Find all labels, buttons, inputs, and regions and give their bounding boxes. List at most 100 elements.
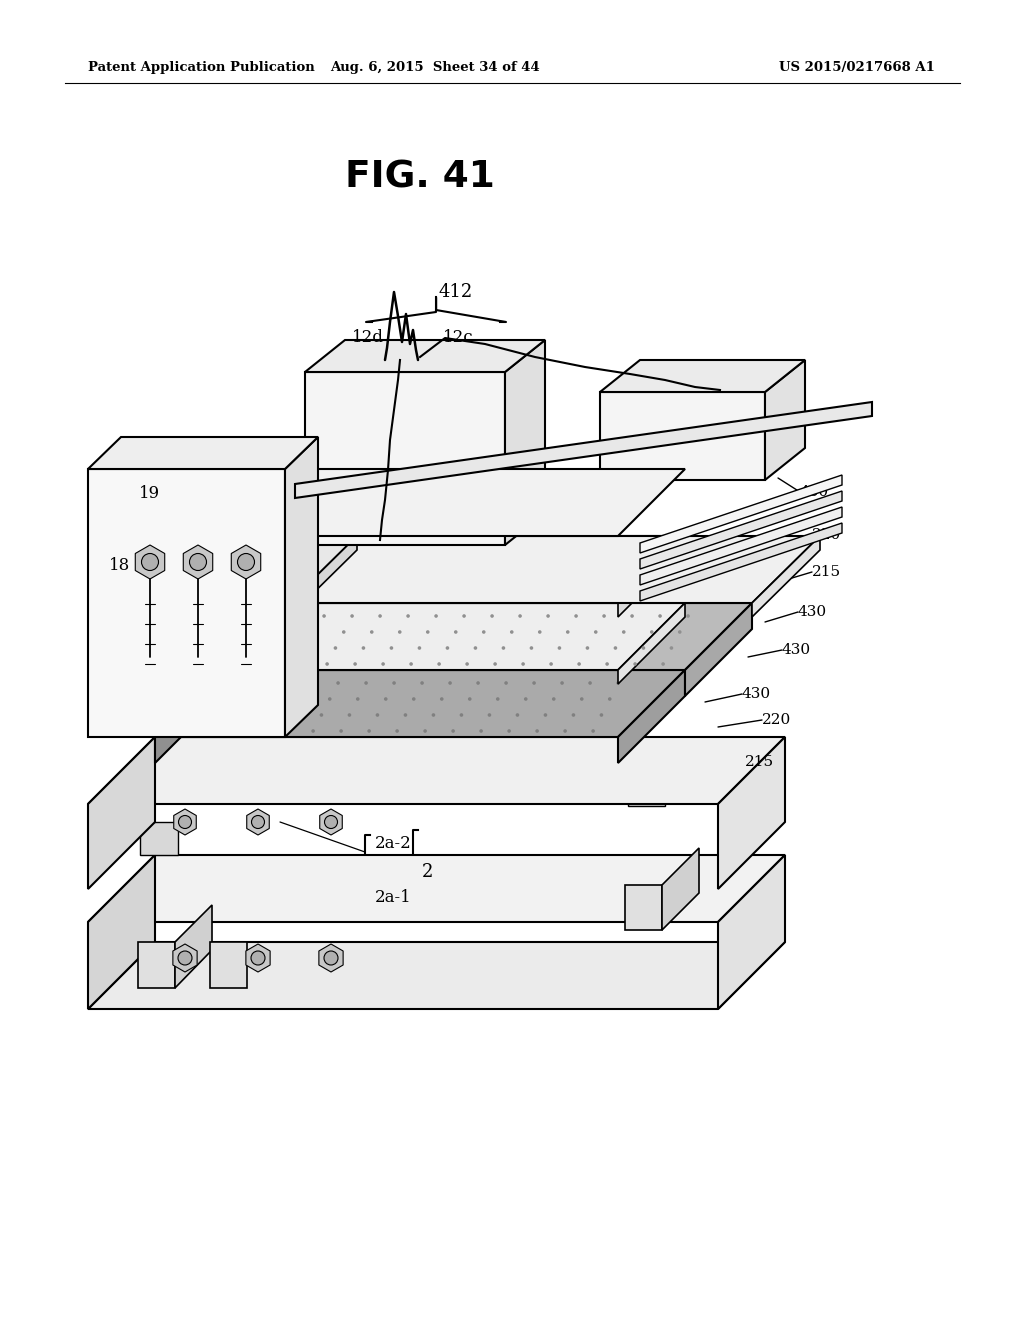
Circle shape bbox=[171, 729, 175, 733]
Circle shape bbox=[251, 950, 265, 965]
Circle shape bbox=[410, 663, 413, 665]
Circle shape bbox=[437, 663, 441, 665]
Circle shape bbox=[549, 663, 553, 665]
Text: 215: 215 bbox=[745, 755, 774, 770]
Circle shape bbox=[574, 614, 578, 618]
Circle shape bbox=[474, 647, 477, 649]
Circle shape bbox=[560, 681, 564, 685]
Polygon shape bbox=[88, 469, 285, 737]
Polygon shape bbox=[640, 491, 842, 569]
Circle shape bbox=[339, 729, 343, 733]
Circle shape bbox=[662, 663, 665, 665]
Circle shape bbox=[269, 663, 273, 665]
Text: 18: 18 bbox=[109, 557, 130, 573]
Circle shape bbox=[468, 697, 472, 701]
Circle shape bbox=[370, 630, 374, 634]
Circle shape bbox=[578, 663, 581, 665]
Circle shape bbox=[449, 681, 452, 685]
Circle shape bbox=[353, 663, 357, 665]
Circle shape bbox=[516, 713, 519, 717]
Circle shape bbox=[566, 630, 569, 634]
Circle shape bbox=[507, 729, 511, 733]
Polygon shape bbox=[135, 545, 165, 579]
Circle shape bbox=[502, 647, 505, 649]
Circle shape bbox=[586, 647, 589, 649]
Circle shape bbox=[250, 647, 253, 649]
Circle shape bbox=[311, 729, 315, 733]
Circle shape bbox=[281, 681, 284, 685]
Text: 12c: 12c bbox=[442, 330, 473, 346]
Polygon shape bbox=[175, 906, 212, 987]
Circle shape bbox=[294, 614, 298, 618]
Circle shape bbox=[378, 614, 382, 618]
Polygon shape bbox=[155, 603, 222, 684]
Circle shape bbox=[266, 614, 270, 618]
Text: 430: 430 bbox=[742, 686, 771, 701]
Text: 2a-1: 2a-1 bbox=[375, 888, 412, 906]
Circle shape bbox=[602, 614, 606, 618]
Text: 430: 430 bbox=[782, 643, 811, 657]
Polygon shape bbox=[765, 360, 805, 480]
Circle shape bbox=[292, 713, 295, 717]
Polygon shape bbox=[155, 671, 685, 737]
Polygon shape bbox=[319, 809, 342, 836]
Circle shape bbox=[588, 681, 592, 685]
Text: 430: 430 bbox=[800, 484, 829, 499]
Circle shape bbox=[365, 681, 368, 685]
Circle shape bbox=[188, 697, 191, 701]
Polygon shape bbox=[600, 392, 765, 480]
Circle shape bbox=[347, 713, 351, 717]
Circle shape bbox=[244, 697, 248, 701]
Circle shape bbox=[418, 647, 421, 649]
Polygon shape bbox=[752, 536, 820, 616]
Circle shape bbox=[227, 729, 231, 733]
Circle shape bbox=[368, 729, 371, 733]
Text: 12d: 12d bbox=[352, 330, 384, 346]
Polygon shape bbox=[155, 536, 685, 603]
Polygon shape bbox=[289, 536, 357, 616]
Circle shape bbox=[600, 713, 603, 717]
Circle shape bbox=[432, 713, 435, 717]
Polygon shape bbox=[618, 536, 685, 616]
Text: 2a-2: 2a-2 bbox=[375, 834, 412, 851]
Polygon shape bbox=[318, 944, 343, 972]
Circle shape bbox=[605, 663, 609, 665]
Circle shape bbox=[454, 630, 458, 634]
Polygon shape bbox=[625, 884, 662, 931]
Circle shape bbox=[361, 647, 366, 649]
Circle shape bbox=[650, 630, 653, 634]
Polygon shape bbox=[289, 536, 820, 603]
Circle shape bbox=[272, 697, 275, 701]
Polygon shape bbox=[618, 603, 685, 684]
Circle shape bbox=[544, 713, 547, 717]
Polygon shape bbox=[222, 603, 752, 671]
Circle shape bbox=[384, 697, 387, 701]
Polygon shape bbox=[718, 855, 785, 1008]
Polygon shape bbox=[155, 536, 222, 616]
Polygon shape bbox=[88, 737, 785, 804]
Circle shape bbox=[324, 950, 338, 965]
Circle shape bbox=[476, 681, 480, 685]
Circle shape bbox=[532, 681, 536, 685]
Circle shape bbox=[179, 713, 183, 717]
Polygon shape bbox=[155, 603, 685, 671]
Circle shape bbox=[482, 630, 485, 634]
Circle shape bbox=[323, 614, 326, 618]
Circle shape bbox=[420, 681, 424, 685]
Circle shape bbox=[504, 681, 508, 685]
Polygon shape bbox=[210, 942, 247, 987]
Text: Patent Application Publication: Patent Application Publication bbox=[88, 62, 314, 74]
Circle shape bbox=[326, 663, 329, 665]
Circle shape bbox=[616, 681, 620, 685]
Circle shape bbox=[403, 713, 408, 717]
Circle shape bbox=[521, 663, 525, 665]
Circle shape bbox=[286, 630, 290, 634]
Polygon shape bbox=[231, 545, 261, 579]
Polygon shape bbox=[88, 737, 155, 888]
Circle shape bbox=[200, 729, 203, 733]
Polygon shape bbox=[640, 475, 842, 553]
Text: US 2015/0217668 A1: US 2015/0217668 A1 bbox=[779, 62, 935, 74]
Circle shape bbox=[613, 647, 617, 649]
Circle shape bbox=[552, 697, 556, 701]
Circle shape bbox=[407, 614, 410, 618]
